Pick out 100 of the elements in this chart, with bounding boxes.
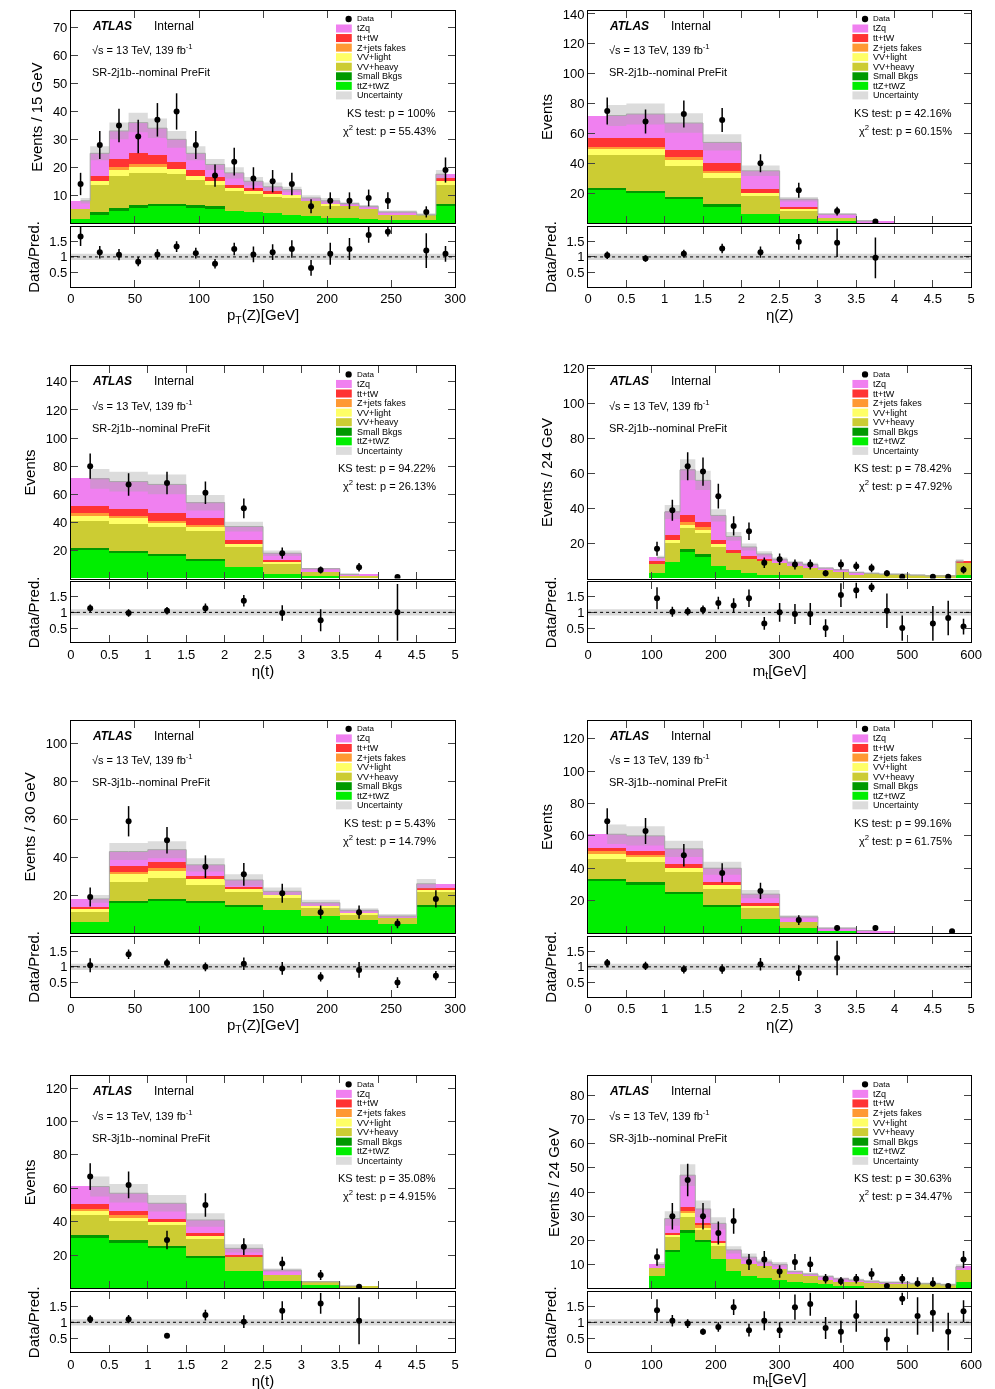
y-tick-label: 1 — [60, 959, 68, 975]
x-tick-label: 500 — [896, 646, 919, 662]
y-tick-label: 1 — [60, 249, 68, 265]
y-tick-label: 60 — [569, 828, 585, 844]
legend-label: VV+heavy — [357, 417, 399, 427]
annotation: χ$^{2}$ test: p = 47.92% — [859, 478, 953, 492]
legend-label: tZq — [357, 1089, 371, 1099]
x-tick-label: 4 — [890, 1001, 899, 1017]
x-tick-label: 5 — [451, 646, 459, 662]
legend-label: Data — [357, 370, 375, 379]
y-tick-label: 60 — [569, 465, 585, 481]
annotation: SR-2j1b--nominal PreFit — [92, 422, 210, 434]
y-tick-label: 60 — [52, 48, 68, 64]
legend-label: tZq — [873, 733, 887, 743]
annotation: Internal — [154, 729, 195, 743]
y-tick-label: 40 — [569, 500, 585, 516]
y-tick-label: 100 — [45, 1114, 68, 1129]
y-tick-label: 0.5 — [566, 620, 585, 636]
y-tick-label: 70 — [52, 20, 68, 36]
y-axis-title: Events / 30 GeV — [20, 772, 38, 882]
y-axis-title: Data/Pred. — [24, 1286, 42, 1359]
x-tick-label: 5 — [967, 291, 975, 307]
annotation: ATLAS — [92, 729, 133, 743]
annotation: SR-2j1b--nominal PreFit — [609, 66, 727, 78]
y-axis-title: Data/Pred. — [24, 930, 42, 1003]
annotation: ATLAS — [92, 1084, 133, 1098]
annotation: √s = 13 TeV, 139 fb$^{-1}$ — [92, 42, 193, 56]
annotation: √s = 13 TeV, 139 fb$^{-1}$ — [92, 1108, 193, 1122]
x-tick-label: 5 — [967, 1001, 975, 1017]
y-tick-label: 50 — [52, 76, 68, 92]
y-tick-label: 1.5 — [566, 1299, 585, 1315]
y-tick-label: 20 — [569, 1232, 585, 1248]
legend-label: Small Bkgs — [873, 427, 919, 437]
legend-label: Data — [873, 14, 891, 23]
legend-label: Z+jets fakes — [357, 398, 407, 408]
x-tick-label: 1 — [144, 1356, 152, 1372]
annotation: χ$^{2}$ test: p = 4.915% — [343, 1188, 437, 1202]
x-tick-label: 100 — [188, 1001, 210, 1017]
annotation: Internal — [671, 19, 712, 33]
legend-label: VV+light — [357, 1118, 392, 1128]
legend-label: VV+light — [357, 408, 392, 418]
legend-label: Data — [873, 724, 891, 733]
x-tick-label: 400 — [832, 646, 855, 662]
x-tick-label: 200 — [704, 646, 727, 662]
y-tick-label: 60 — [52, 811, 68, 827]
annotation: √s = 13 TeV, 139 fb$^{-1}$ — [609, 752, 710, 766]
x-tick-label: 150 — [252, 291, 274, 307]
x-tick-label: 3 — [297, 646, 306, 662]
x-tick-label: 3.5 — [330, 1356, 349, 1372]
y-tick-label: 80 — [52, 1147, 68, 1163]
legend-label: Z+jets fakes — [357, 43, 407, 53]
y-tick-label: 1.5 — [49, 589, 68, 605]
legend-label: Small Bkgs — [873, 1137, 919, 1147]
x-tick-label: 4 — [374, 646, 382, 662]
x-tick-label: 2 — [737, 1001, 745, 1017]
annotation: KS test: p = 5.43% — [344, 817, 436, 829]
y-tick-label: 0.5 — [49, 620, 68, 636]
x-tick-label: 3.5 — [330, 646, 349, 662]
x-tick-label: 300 — [768, 1356, 791, 1372]
y-tick-label: 1 — [577, 1314, 585, 1330]
x-tick-label: 2 — [221, 1356, 229, 1372]
y-tick-label: 1 — [577, 959, 585, 975]
y-tick-label: 140 — [45, 374, 68, 390]
y-tick-label: 120 — [45, 1080, 68, 1096]
y-axis-title: Data/Pred. — [541, 221, 559, 293]
x-axis-title: p$_{T}$(Z)[GeV] — [226, 1016, 300, 1036]
legend-label: tt+tW — [873, 743, 895, 753]
annotation: √s = 13 TeV, 139 fb$^{-1}$ — [609, 1108, 710, 1122]
x-tick-label: 1.5 — [693, 1001, 713, 1017]
legend-label: Uncertainty — [357, 800, 404, 810]
y-tick-label: 30 — [569, 1208, 585, 1224]
legend-label: VV+light — [873, 408, 908, 418]
y-tick-label: 1.5 — [566, 589, 585, 605]
annotation: SR-3j1b--nominal PreFit — [609, 776, 727, 788]
x-tick-label: 1 — [144, 646, 152, 662]
legend-label: VV+heavy — [873, 1127, 915, 1137]
x-tick-label: 0 — [67, 291, 75, 307]
y-tick-label: 1.5 — [566, 943, 585, 959]
y-tick-label: 0.5 — [566, 265, 585, 281]
x-tick-label: 0 — [584, 1356, 592, 1372]
y-tick-label: 1.5 — [49, 1299, 68, 1315]
annotation: χ$^{2}$ test: p = 34.47% — [859, 1188, 953, 1202]
annotation: KS test: p = 42.16% — [854, 107, 952, 119]
x-tick-label: 1.5 — [177, 646, 196, 662]
y-tick-label: 140 — [562, 6, 585, 22]
x-axis-title: p$_{T}$(Z)[GeV] — [226, 306, 300, 326]
x-tick-label: 4 — [890, 291, 899, 307]
y-tick-label: 80 — [569, 430, 585, 446]
annotation: SR-2j1b--nominal PreFit — [92, 66, 210, 78]
y-axis-title: Data/Pred. — [541, 930, 559, 1003]
y-tick-label: 40 — [52, 1214, 68, 1230]
x-tick-label: 0.5 — [617, 1001, 636, 1017]
y-tick-label: 40 — [52, 849, 68, 865]
legend-label: ttZ+tWZ — [357, 436, 390, 446]
y-tick-label: 0.5 — [566, 1330, 585, 1346]
x-tick-label: 50 — [127, 1001, 143, 1017]
annotation: χ$^{2}$ test: p = 60.15% — [859, 123, 953, 137]
x-axis-title: m$_{t}$[GeV] — [752, 661, 807, 681]
x-tick-label: 50 — [127, 291, 143, 307]
x-tick-label: 0.5 — [617, 291, 636, 307]
